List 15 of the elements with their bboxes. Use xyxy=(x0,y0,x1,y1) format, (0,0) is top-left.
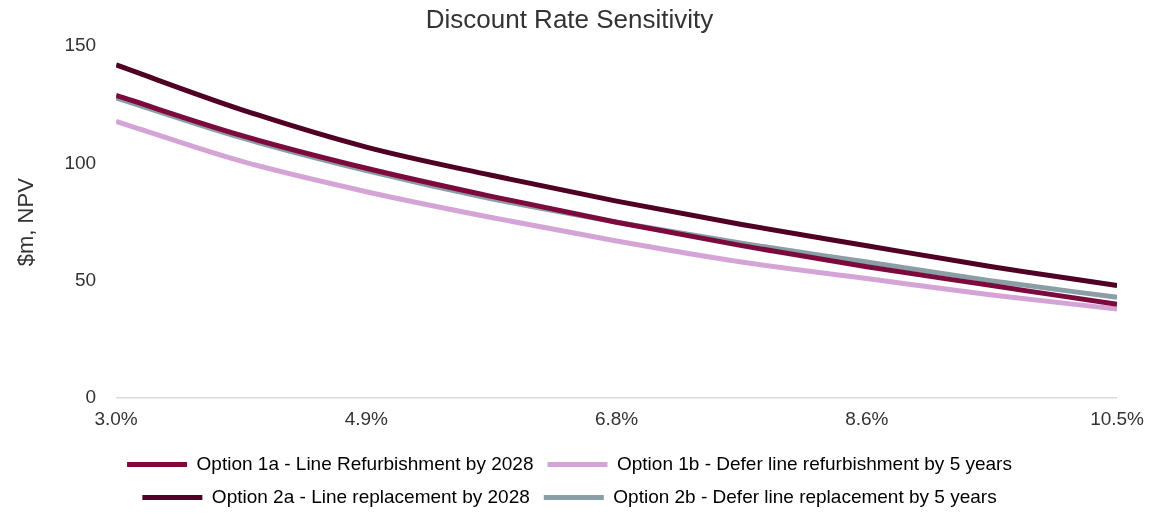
x-tick-label: 4.9% xyxy=(344,407,389,429)
legend-label: Option 2b - Defer line replacement by 5 years xyxy=(613,485,997,507)
y-tick-label: 50 xyxy=(74,269,97,291)
x-tick-label: 8.6% xyxy=(845,407,889,429)
x-tick-label: 3.0% xyxy=(94,407,138,429)
y-tick-label: 100 xyxy=(64,151,97,173)
chart-title: Discount Rate Sensitivity xyxy=(425,3,714,34)
legend-label: Option 1b - Defer line refurbishment by 5 years xyxy=(616,452,1012,474)
y-tick-label: 0 xyxy=(85,386,97,408)
y-axis-title: $m, NPV xyxy=(13,177,39,267)
legend-label: Option 1a - Line Refurbishment by 2028 xyxy=(196,452,534,474)
x-tick-label: 10.5% xyxy=(1090,407,1145,429)
x-tick-label: 6.8% xyxy=(594,407,639,429)
legend-label: Option 2a - Line replacement by 2028 xyxy=(211,485,530,507)
y-tick-label: 150 xyxy=(64,34,97,56)
